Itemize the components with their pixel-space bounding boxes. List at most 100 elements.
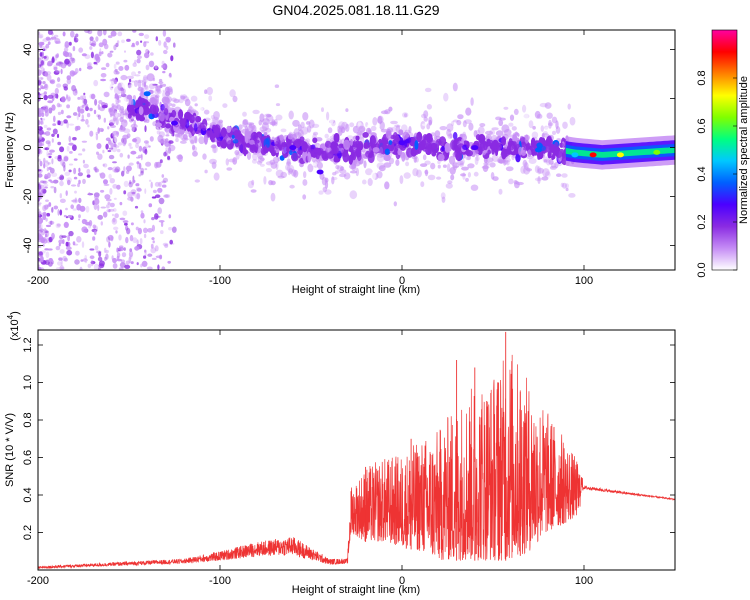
spectrogram-cell xyxy=(426,123,431,130)
spectrogram-cell xyxy=(51,32,54,36)
spectrogram-cell xyxy=(254,146,258,153)
spectrogram-cell xyxy=(376,122,381,129)
spectrogram-cell xyxy=(55,62,60,66)
spectrogram-cell xyxy=(87,30,93,35)
spectrogram-cell xyxy=(82,228,88,233)
spectrogram-cell xyxy=(157,207,162,215)
spectrogram-cell xyxy=(114,213,119,219)
spectrogram-cell xyxy=(159,254,163,260)
spectrogram-cell xyxy=(96,56,100,62)
spectrogram-cell xyxy=(142,76,148,84)
snr-y-tick-label: 0.6 xyxy=(22,450,34,465)
spectrogram-cell xyxy=(101,129,104,132)
spectrogram-cell xyxy=(443,92,449,102)
spectrogram-cell xyxy=(528,158,537,164)
spectrogram-cell xyxy=(134,59,137,64)
spectrogram-cell xyxy=(226,140,234,150)
spectrogram-cell xyxy=(40,84,44,90)
spectrogram-cell xyxy=(461,166,469,171)
spectrogram-cell xyxy=(63,156,69,162)
spectrogram-hotspot xyxy=(289,145,297,151)
spectrogram-cell xyxy=(56,133,60,138)
spectrogram-cell xyxy=(123,128,131,134)
spectrogram-marks xyxy=(38,30,675,270)
spectrogram-cell xyxy=(111,213,115,217)
spectrogram-cell xyxy=(79,105,84,110)
spectrogram-cell xyxy=(90,259,94,267)
spectrogram-cell xyxy=(81,94,86,101)
spectrogram-cell xyxy=(505,166,514,172)
spectrogram-cell xyxy=(39,133,43,140)
spectrogram-cell xyxy=(159,159,163,164)
spectrogram-cell xyxy=(210,144,217,149)
spectrogram-cell xyxy=(95,36,99,42)
spectrogram-cell xyxy=(48,179,52,182)
spectrogram-cell xyxy=(143,219,146,224)
spectrogram-cell xyxy=(377,116,383,125)
spectrogram-cell xyxy=(252,109,260,115)
spectrogram-cell xyxy=(77,172,83,177)
spectrogram-cell xyxy=(382,141,387,149)
spectrogram-cell xyxy=(135,41,140,46)
spectrogram-cell xyxy=(213,172,220,181)
spectrogram-cell xyxy=(167,155,171,160)
spectrogram-cell xyxy=(105,137,111,142)
spectrogram-cell xyxy=(46,212,51,217)
spectrogram-cell xyxy=(537,155,541,160)
spectrogram-cell xyxy=(62,255,67,262)
spectrogram-cell xyxy=(76,113,79,121)
spectrogram-cell xyxy=(70,30,75,38)
spectrogram-cell xyxy=(101,104,108,109)
spectrogram-cell xyxy=(119,108,125,114)
spectrogram-cell xyxy=(479,123,486,127)
spectrogram-cell xyxy=(459,162,464,167)
spectrogram-cell xyxy=(432,187,440,194)
spectrogram-cell xyxy=(121,252,127,258)
spectrogram-cell xyxy=(42,81,46,85)
spectrogram-cell xyxy=(180,140,187,144)
spectrogram-cell xyxy=(127,154,130,159)
spectrogram-cell xyxy=(465,177,469,182)
spectrogram-cell xyxy=(441,196,446,203)
spectrogram-cell xyxy=(369,135,376,147)
spectrogram-cell xyxy=(165,134,170,137)
spectrogram-cell xyxy=(143,85,148,90)
spectrogram-cell xyxy=(115,117,119,126)
spectrogram-cell xyxy=(543,159,548,163)
spectrogram-cell xyxy=(57,156,62,162)
spectrogram-cell xyxy=(87,263,92,269)
spectrogram-cell xyxy=(522,104,527,113)
spectrogram-cell xyxy=(238,135,245,143)
spectrogram-cell xyxy=(99,172,106,179)
spectrogram-cell xyxy=(38,57,42,64)
spectrogram-cell xyxy=(404,113,408,118)
spectrogram-cell xyxy=(50,36,57,40)
spectrogram-cell xyxy=(96,143,102,149)
spectrogram-cell xyxy=(293,128,300,136)
spectrogram-cell xyxy=(160,121,167,128)
colorbar-tick-label: 0.4 xyxy=(696,166,708,181)
spectrogram-cell xyxy=(40,117,43,120)
spectrogram-cell xyxy=(425,133,433,143)
spectrogram-cell xyxy=(73,112,78,116)
spectrogram-cell xyxy=(130,222,134,226)
spectrogram-cell xyxy=(45,217,48,222)
spectrogram-cell xyxy=(312,131,319,136)
spectrogram-cell xyxy=(483,162,489,166)
spectrogram-cell xyxy=(68,41,72,46)
spectrogram-cell xyxy=(496,142,502,151)
spectrogram-cell xyxy=(140,210,144,214)
spectrogram-cell xyxy=(214,128,220,139)
spectrogram-cell xyxy=(38,125,41,130)
spectrogram-cell xyxy=(132,30,137,33)
spectrogram-cell xyxy=(518,146,523,156)
spectrogram-cell xyxy=(380,110,389,115)
spectrogram-cell xyxy=(390,145,396,151)
spectrogram-cell xyxy=(345,108,349,112)
spectrogram-cell xyxy=(130,123,138,129)
spectrogram-cell xyxy=(100,189,105,193)
spectrogram-cell xyxy=(194,179,200,183)
spectrogram-cell xyxy=(123,190,127,195)
spectrogram-cell xyxy=(562,182,567,189)
spectrogram-cell xyxy=(110,143,115,148)
